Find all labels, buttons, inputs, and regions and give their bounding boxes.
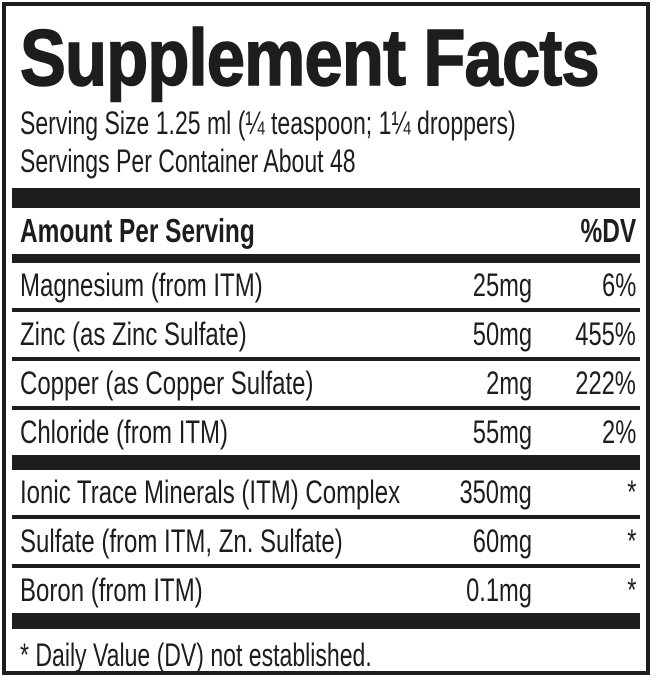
divider-group-thick bbox=[12, 455, 640, 470]
divider-thick-bottom bbox=[12, 613, 640, 629]
nutrient-dv: * bbox=[626, 572, 636, 608]
row-divider bbox=[12, 406, 640, 410]
nutrient-amount: 55mg bbox=[472, 414, 532, 450]
nutrient-row-boron: Boron (from ITM) 0.1mg * bbox=[6, 568, 646, 613]
nutrient-row-magnesium: Magnesium (from ITM) 25mg 6% bbox=[6, 263, 646, 308]
dv-header: %DV bbox=[580, 212, 636, 249]
serving-size-line: Serving Size 1.25 ml (¼ teaspoon; 1¼ dro… bbox=[6, 104, 646, 142]
nutrient-dv: * bbox=[626, 474, 636, 510]
nutrient-name: Zinc (as Zinc Sulfate) bbox=[20, 316, 247, 352]
nutrient-name: Magnesium (from ITM) bbox=[20, 267, 263, 303]
row-divider bbox=[12, 308, 640, 312]
nutrient-amount: 2mg bbox=[485, 365, 532, 401]
nutrient-row-zinc: Zinc (as Zinc Sulfate) 50mg 455% bbox=[6, 312, 646, 357]
servings-per-container-line: Servings Per Container About 48 bbox=[6, 142, 646, 180]
nutrient-row-chloride: Chloride (from ITM) 55mg 2% bbox=[6, 410, 646, 455]
footnote-line: * Daily Value (DV) not established. bbox=[6, 636, 646, 673]
footnote-text: * Daily Value (DV) not established. bbox=[20, 637, 372, 673]
nutrient-amount: 60mg bbox=[472, 523, 532, 559]
nutrient-name: Copper (as Copper Sulfate) bbox=[20, 365, 314, 401]
row-divider bbox=[12, 564, 640, 568]
label-title-row: Supplement Facts bbox=[6, 10, 646, 104]
nutrient-name: Ionic Trace Minerals (ITM) Complex bbox=[20, 474, 401, 510]
nutrient-row-sulfate: Sulfate (from ITM, Zn. Sulfate) 60mg * bbox=[6, 519, 646, 564]
row-divider bbox=[12, 357, 640, 361]
serving-size-text: Serving Size 1.25 ml (¼ teaspoon; 1¼ dro… bbox=[20, 105, 516, 141]
column-header-row: Amount Per Serving %DV bbox=[6, 208, 646, 254]
nutrient-row-copper: Copper (as Copper Sulfate) 2mg 222% bbox=[6, 361, 646, 406]
nutrient-name: Sulfate (from ITM, Zn. Sulfate) bbox=[20, 523, 343, 559]
label-title: Supplement Facts bbox=[19, 12, 600, 103]
nutrient-name: Chloride (from ITM) bbox=[20, 414, 229, 450]
supplement-facts-label: Supplement Facts Serving Size 1.25 ml (¼… bbox=[2, 2, 650, 675]
nutrient-amount: 0.1mg bbox=[466, 572, 532, 608]
nutrient-dv: 455% bbox=[575, 316, 636, 352]
nutrient-dv: 2% bbox=[601, 414, 636, 450]
nutrient-dv: * bbox=[626, 523, 636, 559]
amount-per-serving-header: Amount Per Serving bbox=[20, 212, 255, 249]
nutrient-dv: 6% bbox=[601, 267, 636, 303]
servings-per-container-text: Servings Per Container About 48 bbox=[20, 143, 356, 179]
nutrient-name: Boron (from ITM) bbox=[20, 572, 203, 608]
divider-thick-top bbox=[12, 188, 640, 208]
nutrient-row-itm-complex: Ionic Trace Minerals (ITM) Complex 350mg… bbox=[6, 470, 646, 515]
nutrient-amount: 350mg bbox=[459, 474, 532, 510]
nutrient-amount: 25mg bbox=[472, 267, 532, 303]
nutrient-amount: 50mg bbox=[472, 316, 532, 352]
divider-header-bottom bbox=[12, 254, 640, 263]
nutrient-dv: 222% bbox=[575, 365, 636, 401]
row-divider bbox=[12, 515, 640, 519]
